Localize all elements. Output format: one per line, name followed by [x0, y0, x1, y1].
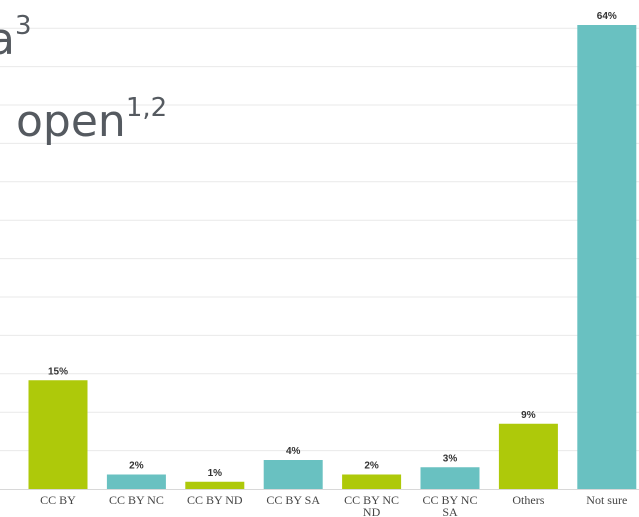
chart-bars	[28, 25, 637, 489]
category-label-7: Not sure	[586, 493, 627, 507]
bar-6	[498, 423, 558, 489]
category-label-3: CC BY SA	[266, 493, 320, 507]
overlay-text-line-2: open1,2	[16, 95, 167, 144]
bar-4	[342, 474, 402, 489]
category-label-line: CC BY NC	[344, 493, 399, 507]
value-label-2: 1%	[208, 468, 223, 479]
bar-2	[185, 481, 245, 489]
overlay-line-1-text: a	[0, 14, 15, 65]
category-label-6: Others	[512, 493, 544, 507]
category-label-line: Not sure	[586, 493, 627, 507]
category-label-line: CC BY NC	[423, 493, 478, 507]
category-label-2: CC BY ND	[187, 493, 243, 507]
category-label-line: CC BY SA	[266, 493, 320, 507]
bar-1	[106, 474, 166, 489]
bar-5	[420, 467, 480, 489]
category-label-line: CC BY	[40, 493, 76, 507]
bar-0	[28, 380, 88, 489]
overlay-text-line-1: a3	[0, 13, 32, 62]
category-label-line: ND	[363, 505, 381, 517]
overlay-line-2-text: open	[16, 96, 126, 147]
category-label-4: CC BY NC ND	[344, 493, 399, 517]
category-label-1: CC BY NC	[109, 493, 164, 507]
chart-category-labels: CC BY CC BY NC CC BY ND CC BY SA CC BY NC NDC…	[40, 493, 627, 517]
category-label-0: CC BY	[40, 493, 76, 507]
category-label-line: CC BY NC	[109, 493, 164, 507]
chart-value-labels: 15% 2% 1% 4% 2% 3% 9% 64%	[48, 11, 617, 479]
category-label-line: Others	[512, 493, 544, 507]
bar-7	[577, 25, 637, 489]
bar-3	[263, 460, 323, 489]
value-label-1: 2%	[129, 461, 144, 472]
value-label-0: 15%	[48, 366, 68, 377]
value-label-6: 9%	[521, 410, 536, 421]
chart-gridlines	[0, 27, 639, 452]
value-label-5: 3%	[443, 453, 458, 464]
overlay-line-1-superscript: 3	[14, 11, 32, 42]
category-label-line: CC BY ND	[187, 493, 243, 507]
overlay-line-2-superscript: 1,2	[125, 93, 168, 124]
category-label-line: SA	[442, 505, 458, 517]
category-label-5: CC BY NC SA	[423, 493, 478, 517]
value-label-4: 2%	[364, 461, 379, 472]
value-label-3: 4%	[286, 446, 301, 457]
value-label-7: 64%	[597, 11, 617, 22]
